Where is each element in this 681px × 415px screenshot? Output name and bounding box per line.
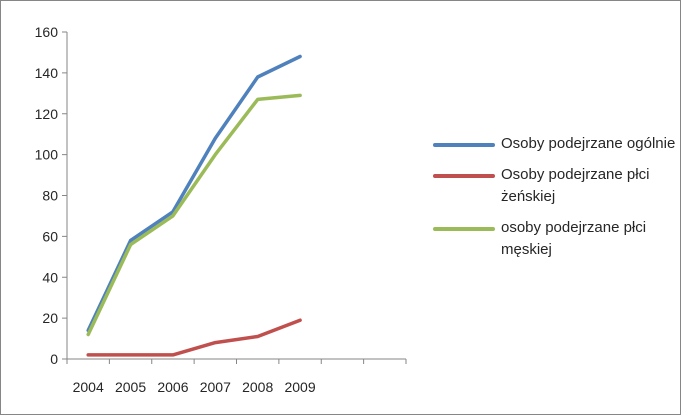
legend-label-series-1: Osoby podejrzane płci żeńskiej	[501, 166, 650, 205]
x-tick-label: 2009	[284, 379, 315, 395]
series-line-1	[86, 318, 302, 357]
y-axis: 0 20 40 60 80 100 120 140 160	[35, 24, 68, 367]
y-tick-label: 80	[42, 188, 58, 204]
x-tick-label: 2007	[200, 379, 231, 395]
legend-item-series-2: osoby podejrzane płci męskiej	[433, 217, 678, 261]
legend-item-series-1: Osoby podejrzane płci żeńskiej	[433, 164, 678, 208]
y-tick-label: 140	[35, 65, 59, 81]
x-tick-label: 2006	[157, 379, 188, 395]
y-tick-label: 20	[42, 310, 58, 326]
legend-label-series-0: Osoby podejrzane ogólnie	[501, 135, 676, 152]
y-tick-label: 40	[42, 269, 58, 285]
y-tick-label: 100	[35, 147, 59, 163]
x-tick-label: 2004	[73, 379, 104, 395]
y-tick-label: 0	[50, 351, 58, 367]
x-tick-label: 2005	[115, 379, 146, 395]
x-tick-label: 2008	[242, 379, 273, 395]
legend-swatch-series-2	[433, 227, 495, 231]
y-tick-label: 60	[42, 228, 58, 244]
legend-swatch-series-1	[433, 174, 495, 178]
y-tick-label: 120	[35, 106, 59, 122]
legend-item-series-0: Osoby podejrzane ogólnie	[433, 133, 678, 155]
legend-swatch-series-0	[433, 143, 495, 147]
series-line-2	[86, 93, 302, 337]
legend: Osoby podejrzane ogólnie Osoby podejrzan…	[433, 133, 678, 270]
legend-label-series-2: osoby podejrzane płci męskiej	[501, 219, 647, 258]
x-axis: 2004 2005 2006 2007 2008 2009	[66, 358, 407, 395]
y-tick-label: 160	[35, 24, 59, 40]
series-layer	[86, 54, 302, 357]
